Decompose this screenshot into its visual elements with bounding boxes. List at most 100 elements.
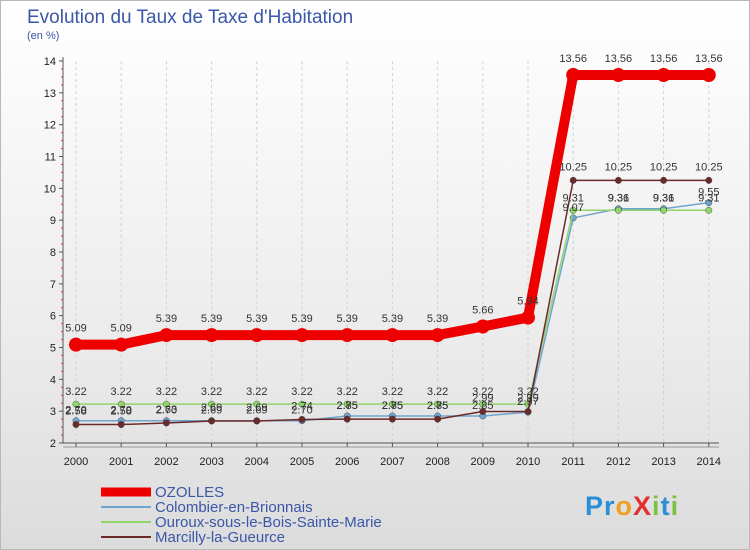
data-label: 2.70 [110,405,131,417]
y-tick-label: 9 [50,215,56,227]
y-tick-label: 8 [50,247,56,259]
data-point [611,68,626,83]
y-tick-label: 14 [44,56,56,68]
data-label: 5.39 [382,313,403,325]
data-point [117,421,125,428]
data-label: 5.94 [517,296,538,308]
y-tick-label: 3 [50,406,56,418]
data-point [521,310,535,325]
data-point [343,400,351,408]
y-tick-label: 13 [44,88,56,100]
x-tick-label: 2010 [516,456,540,468]
data-label: 3.22 [382,386,403,398]
data-label: 9.36 [653,193,674,205]
data-point [479,408,487,415]
y-tick-label: 4 [50,374,56,386]
data-label: 13.56 [605,53,633,65]
data-label: 2.70 [291,405,312,417]
x-tick-label: 2003 [199,456,223,468]
data-point [524,408,532,415]
data-point [253,417,261,425]
x-tick-label: 2002 [154,456,178,468]
data-label: 5.39 [156,313,177,325]
data-label: 9.31 [608,192,629,204]
data-point [72,400,80,408]
data-label: 2.85 [427,400,448,412]
logo-letter: X [633,491,653,521]
data-point [114,337,129,352]
data-label: 2.75 [336,400,357,412]
data-point [69,337,83,352]
data-label: 5.39 [427,313,448,325]
logo-letter: i [670,491,680,521]
data-point [701,68,716,83]
data-label: 2.69 [246,402,267,414]
data-point [249,328,264,343]
data-point [569,206,577,214]
data-label: 5.39 [336,313,357,325]
data-label: 10.25 [559,161,587,173]
chart-unit: (en %) [27,30,60,42]
data-label: 5.39 [291,313,312,325]
data-label: 5.39 [201,313,222,325]
data-point [204,328,219,343]
data-point [162,400,170,408]
data-point [705,199,713,207]
logo-letter: i [652,491,661,521]
logo-letter: P [585,491,605,521]
data-point [72,421,80,428]
x-tick-label: 2007 [380,456,404,468]
data-point [340,328,355,343]
data-point [705,176,713,184]
data-point [385,328,400,343]
data-point [208,417,216,425]
y-tick-label: 11 [45,152,56,164]
y-tick-label: 2 [50,438,56,450]
data-point [162,419,170,427]
data-label: 9.31 [562,192,583,204]
data-point [566,68,581,83]
data-point [434,415,441,423]
y-tick-label: 12 [44,120,56,132]
data-point [475,319,490,334]
data-point [430,328,445,343]
y-tick-label: 10 [44,183,56,195]
legend-label: OZOLLES [155,484,224,501]
legend-label: Colombier-en-Brionnais [155,499,313,516]
x-tick-label: 2008 [425,456,449,468]
data-point [705,206,713,214]
data-label: 5.66 [472,304,493,316]
data-point [660,176,667,184]
data-label: 9.36 [608,193,629,205]
data-point [159,328,174,343]
data-label: 13.56 [695,53,723,65]
data-point [343,415,351,423]
data-label: 2.74 [291,400,312,412]
data-label: 3.22 [65,386,86,398]
data-label: 3.22 [336,386,357,398]
data-label: 5.39 [246,313,267,325]
data-label: 2.99 [472,392,493,404]
data-label: 13.56 [650,53,678,65]
data-point [479,400,487,408]
y-tick-label: 6 [50,311,56,323]
data-label: 2.85 [382,400,403,412]
data-label: 2.85 [336,400,357,412]
data-label: 2.58 [110,406,131,418]
x-tick-label: 2000 [64,456,88,468]
x-tick-label: 2014 [697,456,721,468]
data-label: 3.22 [427,386,448,398]
data-label: 3.22 [246,386,267,398]
logo-letter: o [615,491,634,521]
data-label: 3.22 [110,386,131,398]
data-point [615,176,622,184]
data-point [295,328,309,343]
data-label: 2.69 [201,402,222,414]
data-label: 10.25 [695,161,723,173]
proxiti-logo: ProXiti [585,491,679,522]
data-label: 2.69 [246,405,267,417]
data-label: 2.69 [201,405,222,417]
data-label: 2.70 [156,405,177,417]
